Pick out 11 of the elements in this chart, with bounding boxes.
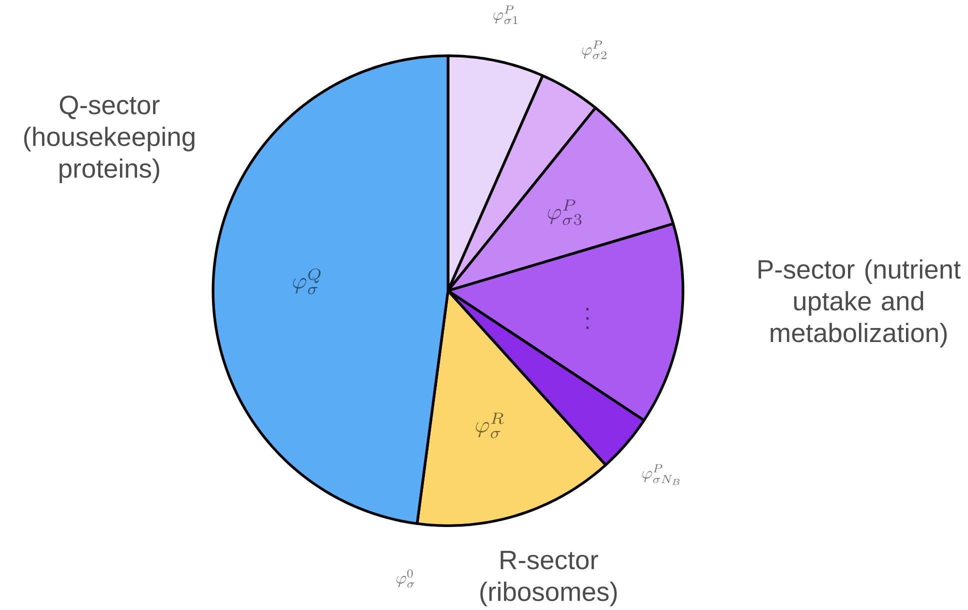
- slice-label: $\varphi_\sigma^R$: [476, 412, 504, 438]
- text: Q-sector (housekeeping proteins): [24, 96, 194, 184]
- slice-label: $\varphi_{\sigma 3}^P$: [548, 200, 582, 226]
- text: $\varphi_\sigma^0$: [396, 569, 414, 588]
- text: R-sector (ribosomes): [480, 550, 617, 606]
- slice-label: $\varphi_{\sigma 2}^P$: [582, 40, 606, 60]
- slice-label: $\varphi_{\sigma 1}^P$: [493, 6, 518, 24]
- slice-label: $\vdots$: [586, 308, 589, 330]
- text: P-sector (nutrient uptake and metabolization): [758, 259, 961, 348]
- slice-label: $\varphi_{\sigma N_B}^P$: [642, 464, 680, 485]
- slice-label: $\varphi_\sigma^Q$: [293, 268, 321, 294]
